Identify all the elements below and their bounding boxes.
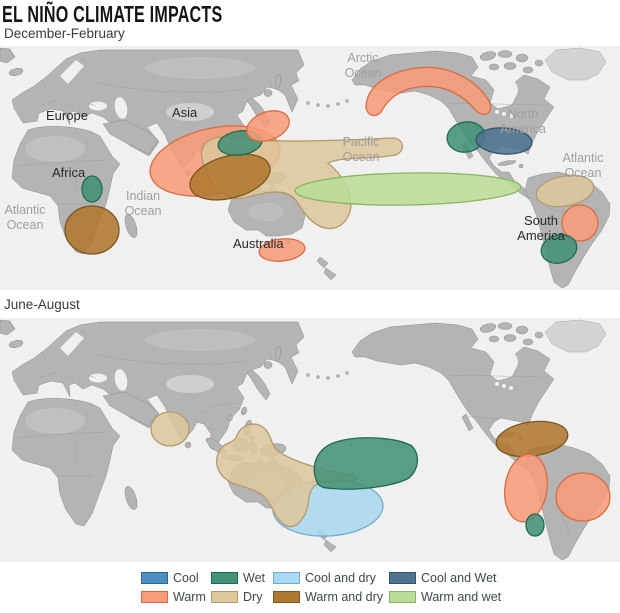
legend-row-1: Cool Wet Cool and dry Cool and Wet — [141, 571, 501, 585]
legend: Cool Wet Cool and dry Cool and Wet Warm Dry Wa… — [141, 571, 501, 609]
legend-swatch-dry — [211, 591, 238, 603]
season-label-june: June-August — [4, 297, 80, 312]
region-india — [150, 411, 190, 447]
map-june-august — [0, 318, 620, 562]
climate-regions-december — [64, 66, 599, 264]
legend-item-warm-dry: Warm and dry — [273, 590, 389, 604]
region-east-brazil — [561, 204, 599, 242]
map-label-pacific-ocean: Pacific Ocean — [343, 135, 380, 164]
region-us-south — [475, 127, 533, 155]
map-label-north-america: North America — [500, 107, 546, 136]
map-label-africa: Africa — [52, 165, 86, 180]
region-central-pacific — [313, 437, 419, 490]
region-maritime-continent — [189, 153, 271, 201]
legend-swatch-wet — [211, 572, 238, 584]
legend-item-wet: Wet — [211, 571, 273, 585]
climate-regions-june — [150, 411, 611, 537]
legend-swatch-warm-dry — [273, 591, 300, 603]
map-label-australia: Australia — [233, 236, 284, 251]
region-west-south-america — [504, 453, 548, 523]
region-japan — [246, 110, 290, 142]
map-label-arctic-ocean: Arctic Ocean — [345, 51, 382, 80]
legend-swatch-cool-wet — [389, 572, 416, 584]
legend-item-dry: Dry — [211, 590, 273, 604]
legend-label-cool-wet: Cool and Wet — [421, 571, 497, 585]
legend-swatch-warm — [141, 591, 168, 603]
map-label-atlantic-ocean: Atlantic Ocean — [563, 151, 604, 180]
legend-label-cool-dry: Cool and dry — [305, 571, 376, 585]
legend-label-warm-dry: Warm and dry — [305, 590, 384, 604]
map-label-atlantic-ocean: Atlantic Ocean — [5, 203, 46, 232]
legend-label-dry: Dry — [243, 590, 263, 604]
world-map-december: Europe Asia Africa Australia South America Nor… — [0, 46, 620, 290]
legend-label-warm: Warm — [173, 590, 206, 604]
region-east-africa — [81, 175, 103, 203]
page-title: EL NIÑO CLIMATE IMPACTS — [2, 1, 223, 27]
world-map-june — [0, 318, 620, 562]
map-label-europe: Europe — [46, 108, 88, 123]
map-label-asia: Asia — [172, 105, 198, 120]
region-northern-south-america — [535, 174, 595, 208]
region-equatorial-pacific-band — [294, 172, 522, 206]
map-label-indian-ocean: Indian Ocean — [125, 189, 162, 218]
map-label-south-america: South America — [517, 213, 565, 243]
legend-item-cool-dry: Cool and dry — [273, 571, 389, 585]
map-labels-december: Europe Asia Africa Australia South America Nor… — [5, 51, 604, 251]
legend-swatch-cool — [141, 572, 168, 584]
legend-item-warm-wet: Warm and wet — [389, 590, 501, 604]
region-southeast-south-america — [540, 234, 578, 264]
legend-swatch-warm-wet — [389, 591, 416, 603]
region-alaska-gulf — [365, 66, 492, 117]
legend-item-cool-wet: Cool and Wet — [389, 571, 501, 585]
legend-label-wet: Wet — [243, 571, 265, 585]
legend-label-cool: Cool — [173, 571, 199, 585]
region-east-brazil — [555, 472, 611, 522]
region-southern-africa — [64, 205, 120, 255]
region-indonesia-east-australia — [216, 423, 360, 528]
legend-item-warm: Warm — [141, 590, 211, 604]
legend-row-2: Warm Dry Warm and dry Warm and wet — [141, 590, 501, 604]
region-southeast-australia — [258, 238, 306, 262]
legend-label-warm-wet: Warm and wet — [421, 590, 502, 604]
map-december-february: Europe Asia Africa Australia South America Nor… — [0, 46, 620, 290]
legend-item-cool: Cool — [141, 571, 211, 585]
season-label-december: December-February — [4, 26, 125, 41]
region-central-chile — [525, 513, 545, 537]
legend-swatch-cool-dry — [273, 572, 300, 584]
